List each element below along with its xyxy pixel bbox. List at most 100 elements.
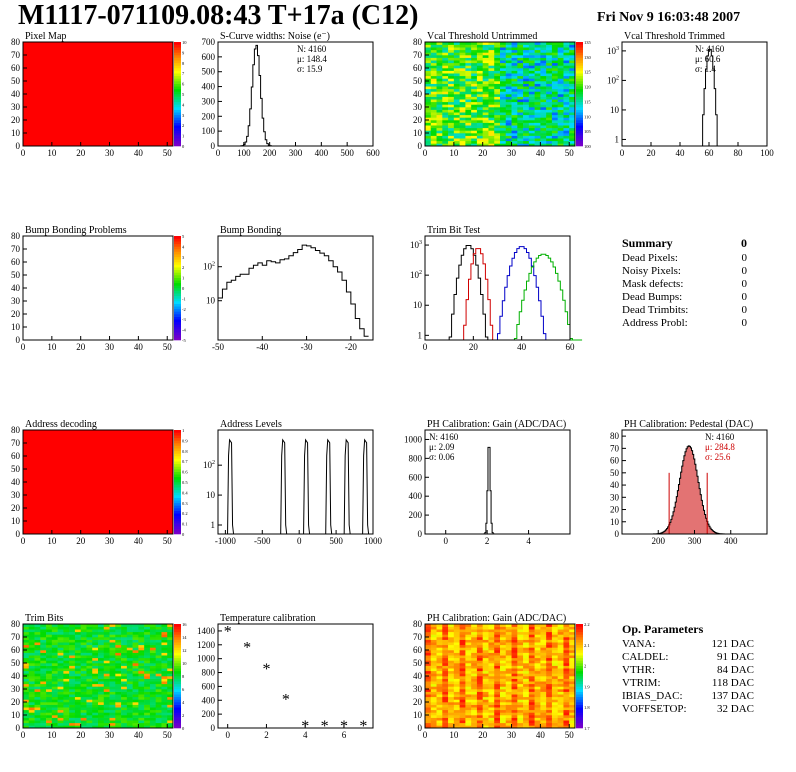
- palette-tick-label-trim_bits: 6: [182, 687, 185, 692]
- y-tick-label-pixel_map: 30: [11, 102, 21, 112]
- stats-line-ph_gain: N: 4160: [429, 432, 459, 442]
- palette-band-address_decoding: [174, 463, 181, 467]
- y-tick-label-address_decoding: 60: [11, 451, 21, 461]
- palette-tick-label-vcal_untrimmed: 120: [584, 85, 592, 90]
- y-tick-label-trim_bits: 50: [11, 658, 21, 668]
- x-tick-label-address_decoding: 50: [163, 536, 173, 546]
- histogram-bump_bonding: [217, 244, 369, 340]
- x-tick-label-vcal_trimmed: 0: [620, 148, 625, 158]
- spike-address_levels: [280, 438, 288, 535]
- scatter-point-temperature: *: [321, 718, 329, 735]
- palette-band-vcal_untrimmed: [576, 125, 583, 129]
- x-tick-label-bump_bonding: -20: [345, 342, 357, 352]
- x-tick-label-vcal_untrimmed: 20: [478, 148, 488, 158]
- x-tick-label-trim_bit_test: 60: [566, 342, 576, 352]
- y-tick-label-trim_bits: 30: [11, 684, 21, 694]
- palette-band-vcal_untrimmed: [576, 94, 583, 97]
- palette-tick-label-address_decoding: 0.4: [182, 490, 188, 495]
- x-tick-label-temperature: 6: [342, 730, 347, 740]
- x-tick-label-bump_bonding: -40: [256, 342, 268, 352]
- palette-band-pixel_map: [174, 47, 181, 51]
- palette-band-address_decoding: [174, 487, 181, 491]
- palette-band-bump_problems: [174, 321, 181, 325]
- histogram-vcal_trimmed: [699, 48, 721, 147]
- x-tick-label-bump_problems: 0: [21, 342, 26, 352]
- palette-band-trim_bits: [174, 637, 181, 640]
- page-date: Fri Nov 9 16:03:48 2007: [597, 10, 741, 25]
- y-tick-label-vcal_trimmed: 103: [607, 46, 619, 56]
- palette-band-vcal_untrimmed: [576, 104, 583, 108]
- palette-band-trim_bits: [174, 712, 181, 716]
- x-tick-label-scurve: 200: [263, 148, 277, 158]
- y-tick-label-trim_bit_test: 10: [413, 300, 423, 310]
- palette-band-vcal_untrimmed: [576, 78, 583, 82]
- palette-band-pixel_map: [174, 75, 181, 79]
- palette-band-vcal_untrimmed: [576, 120, 583, 123]
- palette-band-address_decoding: [174, 450, 181, 454]
- palette-band-bump_problems: [174, 256, 181, 260]
- heatmap-cells-address_decoding: [23, 430, 173, 534]
- page-title: M1117-071109.08:43 T+17a (C12): [18, 0, 419, 31]
- x-tick-label-trim_bit_test: 0: [423, 342, 428, 352]
- scatter-point-temperature: *: [243, 639, 251, 656]
- op-param-row: CALDEL: 91 DAC: [622, 651, 754, 663]
- spike-address_levels: [303, 438, 311, 535]
- x-tick-label-address_levels: -1000: [215, 536, 236, 546]
- palette-tick-label-pixel_map: 7: [182, 71, 185, 76]
- y-tick-label-ph_gain: 400: [409, 491, 423, 501]
- palette-tick-label-bump_problems: 2: [182, 265, 184, 270]
- palette-band-bump_problems: [174, 246, 181, 250]
- stats-line-ph_gain: σ: 0.06: [429, 452, 455, 462]
- palette-band-address_decoding: [174, 445, 181, 449]
- palette-band-pixel_map: [174, 68, 181, 71]
- y-tick-label-ph_pedestal: 70: [610, 443, 620, 453]
- palette-band-pixel_map: [174, 73, 181, 77]
- summary-row: Dead Bumps: 0: [622, 291, 747, 303]
- x-tick-label-ph_pedestal: 300: [688, 536, 702, 546]
- spike-address_levels: [362, 438, 370, 535]
- y-tick-label-ph_gain_map: 80: [413, 619, 423, 629]
- plot-title-pixel_map: Pixel Map: [25, 31, 66, 42]
- y-tick-label-trim_bits: 10: [11, 710, 21, 720]
- palette-band-ph_gain_map: [576, 637, 583, 640]
- x-tick-label-address_levels: 1000: [364, 536, 383, 546]
- palette-band-bump_problems: [174, 314, 181, 317]
- palette-band-address_decoding: [174, 440, 181, 444]
- palette-band-ph_gain_map: [576, 722, 583, 726]
- palette-band-bump_problems: [174, 311, 181, 315]
- x-tick-label-ph_gain_map: 40: [536, 730, 546, 740]
- y-tick-label-ph_gain: 0: [418, 529, 423, 539]
- palette-band-pixel_map: [174, 138, 181, 142]
- x-tick-label-trim_bit_test: 40: [517, 342, 527, 352]
- histogram-trim_bit_test: [458, 248, 498, 341]
- x-tick-label-ph_gain_map: 50: [565, 730, 575, 740]
- palette-band-ph_gain_map: [576, 696, 583, 700]
- y-tick-label-ph_gain_map: 10: [413, 710, 423, 720]
- y-tick-label-trim_bits: 0: [16, 723, 21, 733]
- x-tick-label-vcal_untrimmed: 0: [423, 148, 428, 158]
- palette-band-ph_gain_map: [576, 676, 583, 679]
- palette-band-trim_bits: [174, 715, 181, 718]
- palette-band-trim_bits: [174, 670, 181, 674]
- palette-band-bump_problems: [174, 243, 181, 247]
- palette-band-bump_problems: [174, 280, 181, 284]
- summary-row: Noisy Pixels: 0: [622, 265, 747, 277]
- palette-band-vcal_untrimmed: [576, 57, 583, 61]
- palette-band-ph_gain_map: [576, 663, 583, 666]
- palette-band-trim_bits: [174, 704, 181, 708]
- stats-line-ph_gain: μ: 2.09: [429, 442, 455, 452]
- palette-band-bump_problems: [174, 319, 181, 323]
- palette-band-bump_problems: [174, 332, 181, 336]
- histogram-ph_gain: [482, 446, 497, 535]
- spike-address_levels: [227, 438, 235, 535]
- x-tick-label-address_decoding: 40: [134, 536, 144, 546]
- palette-band-bump_problems: [174, 288, 181, 291]
- palette-band-trim_bits: [174, 722, 181, 726]
- y-tick-label-address_decoding: 10: [11, 516, 21, 526]
- palette-band-trim_bits: [174, 691, 181, 695]
- x-tick-label-bump_bonding: -30: [301, 342, 313, 352]
- palette-band-trim_bits: [174, 725, 181, 729]
- palette-band-ph_gain_map: [576, 683, 583, 687]
- palette-band-bump_problems: [174, 295, 181, 299]
